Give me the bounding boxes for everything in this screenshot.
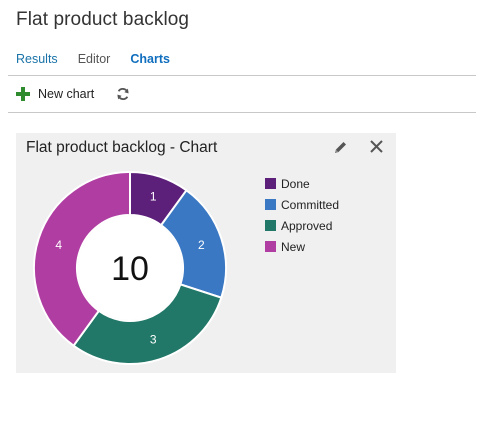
donut-chart: 1 2 3 4 10 bbox=[33, 170, 227, 365]
donut-hole bbox=[78, 216, 182, 320]
toolbar-divider bbox=[8, 112, 476, 113]
tab-bar: Results Editor Charts bbox=[16, 52, 190, 66]
legend-item-committed[interactable]: Committed bbox=[265, 194, 339, 215]
legend-label: Done bbox=[281, 176, 310, 191]
legend-swatch bbox=[265, 241, 276, 252]
donut-slice-approved[interactable] bbox=[72, 283, 223, 365]
page-title: Flat product backlog bbox=[16, 9, 190, 30]
slice-value-label: 4 bbox=[55, 238, 62, 252]
legend-label: Approved bbox=[281, 218, 333, 233]
donut-total: 10 bbox=[111, 250, 149, 288]
legend-swatch bbox=[265, 199, 276, 210]
tabs-divider bbox=[8, 75, 476, 76]
tab-results[interactable]: Results bbox=[16, 52, 58, 66]
chart-panel: 1 2 3 4 10 Flat product backlog - Chart Done… bbox=[16, 133, 396, 373]
new-chart-button[interactable]: New chart bbox=[16, 87, 94, 101]
legend-item-new[interactable]: New bbox=[265, 236, 339, 257]
legend-item-done[interactable]: Done bbox=[265, 173, 339, 194]
slice-value-label: 1 bbox=[150, 190, 157, 204]
tab-editor[interactable]: Editor bbox=[77, 52, 111, 66]
chart-title: Flat product backlog - Chart bbox=[26, 139, 218, 156]
legend-item-approved[interactable]: Approved bbox=[265, 215, 339, 236]
donut-slice-new[interactable] bbox=[33, 170, 131, 348]
legend-swatch bbox=[265, 220, 276, 231]
tab-charts[interactable]: Charts bbox=[130, 52, 170, 66]
legend-swatch bbox=[265, 178, 276, 189]
toolbar: New chart bbox=[16, 87, 130, 101]
refresh-icon[interactable] bbox=[116, 87, 130, 101]
plus-icon bbox=[16, 87, 30, 101]
chart-legend: Done Committed Approved New bbox=[265, 173, 339, 257]
legend-label: New bbox=[281, 239, 306, 254]
new-chart-label: New chart bbox=[38, 87, 95, 101]
slice-value-label: 2 bbox=[198, 238, 205, 252]
close-icon[interactable] bbox=[369, 139, 384, 154]
slice-value-label: 3 bbox=[150, 332, 157, 346]
pencil-icon[interactable] bbox=[333, 140, 348, 155]
legend-label: Committed bbox=[281, 197, 340, 212]
